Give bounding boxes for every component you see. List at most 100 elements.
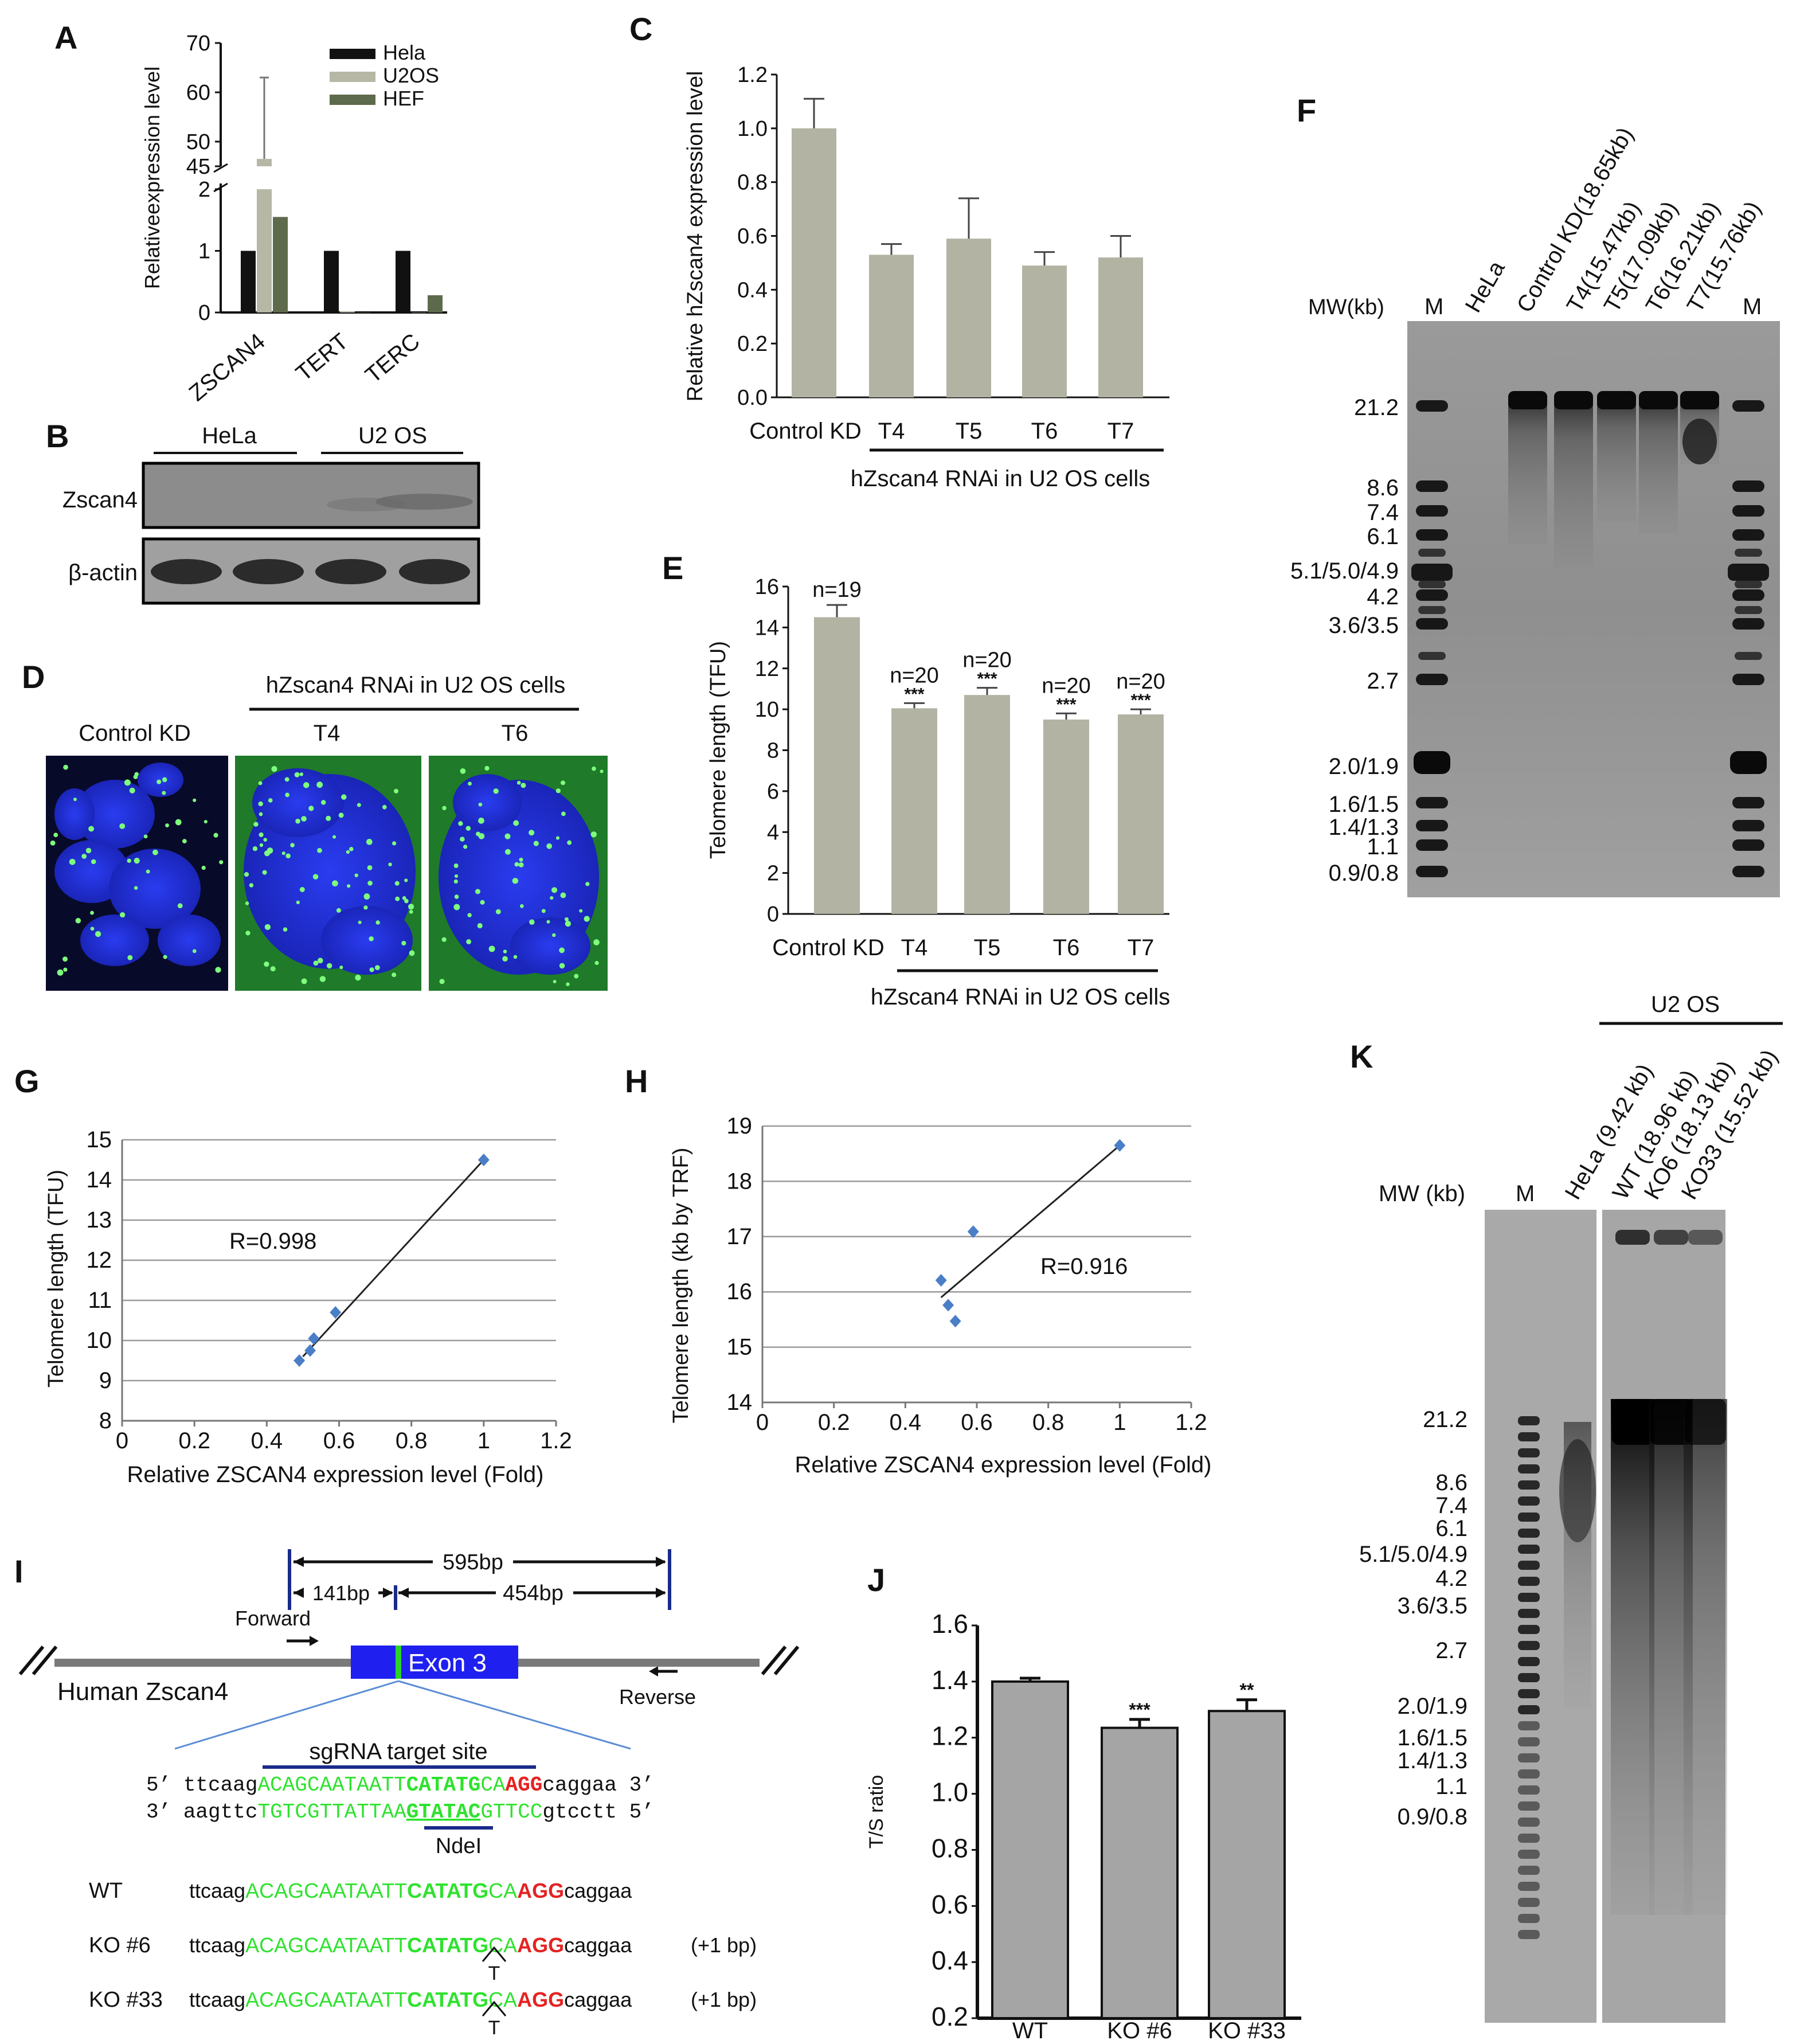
panel-f-marker-label: 1.1	[1367, 834, 1399, 859]
panel-h-point	[949, 1315, 961, 1328]
panel-f-marker-band	[1732, 820, 1764, 831]
panel-g-ytick: 10	[87, 1328, 112, 1353]
panel-i-forward: Forward	[235, 1607, 311, 1630]
panel-e-n-label: n=20	[1116, 670, 1165, 694]
panel-a-ytick: 60	[186, 81, 210, 105]
panel-e-n-label: n=19	[812, 578, 862, 602]
panel-a-bar	[396, 251, 410, 312]
panel-f-marker-band	[1732, 529, 1764, 541]
panel-f-lane-labels: M HeLa Control KD(18.65kb)T4(15.47kb)T5(17…	[1425, 123, 1766, 319]
panel-a-ytick: 1	[198, 240, 210, 264]
panel-g-ylabel: Telomere length (TFU)	[44, 1170, 68, 1388]
panel-a-bar	[340, 311, 355, 312]
panel-g-xtick: 0.8	[396, 1428, 428, 1453]
panel-k-marker-band	[1518, 1577, 1540, 1586]
panel-i-reverse: Reverse	[619, 1685, 696, 1709]
panel-k-marker-label: 5.1/5.0/4.9	[1359, 1542, 1467, 1567]
panel-c-xlabel: T7	[1108, 419, 1134, 444]
panel-k-bands	[1518, 1230, 1727, 1939]
panel-k-marker-band	[1518, 1513, 1540, 1522]
panel-f-marker-band	[1416, 618, 1448, 630]
panel-a-ytick: 50	[186, 130, 210, 154]
legend-swatch-u2os	[330, 72, 375, 82]
panel-f-lane-label: M	[1743, 294, 1762, 319]
panel-i-crispr-diagram: 595bp 141bp 454bp Forward Reverse Exon 3…	[18, 1549, 800, 2039]
panel-k-marker-band	[1518, 1753, 1540, 1762]
genotype-name: WT	[89, 1879, 123, 1903]
panel-f-marker-band	[1416, 529, 1448, 541]
panel-d-group-label: hZscan4 RNAi in U2 OS cells	[266, 673, 565, 698]
panel-d-fish: hZscan4 RNAi in U2 OS cells Control KD T…	[46, 673, 608, 991]
panel-f-marker-band	[1728, 564, 1769, 581]
panel-e-xlabel: T6	[1053, 935, 1080, 960]
panel-j-ylabel: T/S ratio	[866, 1775, 887, 1848]
panel-a-ytick: 0	[198, 301, 210, 325]
panel-c-xlabel: T4	[878, 419, 905, 444]
panel-e-n-label: n=20	[962, 648, 1012, 673]
panel-c-bar	[792, 128, 836, 398]
panel-g-point	[330, 1306, 342, 1319]
panel-f-marker-band	[1732, 400, 1764, 412]
panel-h-ytick: 15	[727, 1335, 753, 1360]
panel-g-xtick: 1	[478, 1428, 490, 1453]
panel-f-marker-band	[1416, 480, 1448, 492]
panel-g-point	[478, 1154, 490, 1166]
panel-j-ytick: 1.6	[932, 1609, 968, 1639]
panel-f-marker-band	[1416, 866, 1448, 877]
panel-g-ytick: 9	[99, 1368, 112, 1393]
panel-e-n-label: n=20	[1042, 674, 1091, 698]
panel-h-point	[935, 1273, 947, 1287]
panel-a-bar	[412, 312, 426, 313]
panel-h-xtick: 1	[1113, 1410, 1126, 1435]
panel-f-bands	[1411, 391, 1769, 877]
panel-k-marker-band	[1518, 1721, 1540, 1730]
panel-b-group-u2os: U2 OS	[358, 423, 427, 448]
panel-g-xtick: 1.2	[540, 1428, 572, 1453]
panel-k-marker-label: 1.6/1.5	[1398, 1725, 1467, 1750]
panel-j-xlabel: KO #33	[1208, 2018, 1286, 2043]
panel-h-xtick: 0.4	[890, 1410, 922, 1435]
panel-a-bars	[241, 76, 443, 313]
panel-f-marker-label: 1.6/1.5	[1329, 792, 1399, 817]
panel-g-xtick: 0.6	[323, 1428, 355, 1453]
panel-k-marker-band	[1518, 1818, 1540, 1827]
panel-h-ytick: 18	[727, 1168, 753, 1194]
panel-f-mw-header: MW(kb)	[1308, 295, 1384, 319]
panel-e-group-label: hZscan4 RNAi in U2 OS cells	[871, 984, 1170, 1010]
panel-j-bars: *****	[991, 1676, 1286, 2020]
panel-letters: A B C D E F G H I J K	[14, 11, 1373, 1598]
panel-e-ytick: 4	[767, 820, 779, 845]
panel-h-chart: Telomere length (kb by TRF) Relative ZSC…	[669, 1113, 1211, 1478]
panel-a-bar	[356, 312, 371, 313]
panel-a-ytick: 70	[186, 32, 210, 56]
genotype-sequence: ttcaagACAGCAATAATTCATATGCAAGGcaggaa	[189, 1879, 632, 1902]
panel-f-marker-band	[1411, 564, 1453, 581]
panel-k-marker-band	[1518, 1480, 1540, 1490]
panel-letter-b: B	[46, 418, 69, 454]
panel-g-point	[304, 1344, 316, 1357]
panel-b-row-zscan4: Zscan4	[62, 487, 138, 513]
panel-c-xlabel: Control KD	[749, 419, 862, 444]
panel-f-marker-label: 4.2	[1367, 584, 1399, 609]
panel-letter-j: J	[867, 1562, 885, 1598]
panel-g-ytick: 15	[87, 1127, 112, 1152]
panel-k-marker-band	[1518, 1737, 1540, 1746]
panel-f-marker-band	[1732, 674, 1764, 685]
panel-a-legend: Hela U2OS HEF	[330, 41, 439, 110]
panel-g-chart: Telomere length (TFU) Relative ZSCAN4 ex…	[44, 1127, 572, 1487]
panel-k-marker-band	[1518, 1673, 1540, 1682]
panel-e-bar	[814, 617, 860, 914]
panel-k-marker-band	[1518, 1657, 1540, 1666]
panel-k-marker-label: 21.2	[1423, 1407, 1467, 1432]
panel-f-marker-label: 2.7	[1367, 669, 1399, 694]
panel-e-xlabel: Control KD	[772, 935, 885, 960]
panel-k-marker-band	[1518, 1529, 1540, 1538]
panel-k-marker-label: 8.6	[1435, 1470, 1467, 1495]
genotype-name: KO #6	[89, 1933, 151, 1957]
panel-j-ytick: 1.0	[932, 1777, 968, 1807]
panel-c-bar	[1098, 257, 1143, 397]
panel-f-marker-band	[1732, 589, 1764, 601]
panel-letter-g: G	[14, 1063, 40, 1099]
panel-f-marker-labels: 21.2 8.67.46.1 5.1/5.0/4.94.2 3.6/3.5 2.7 2.0…	[1290, 395, 1399, 886]
